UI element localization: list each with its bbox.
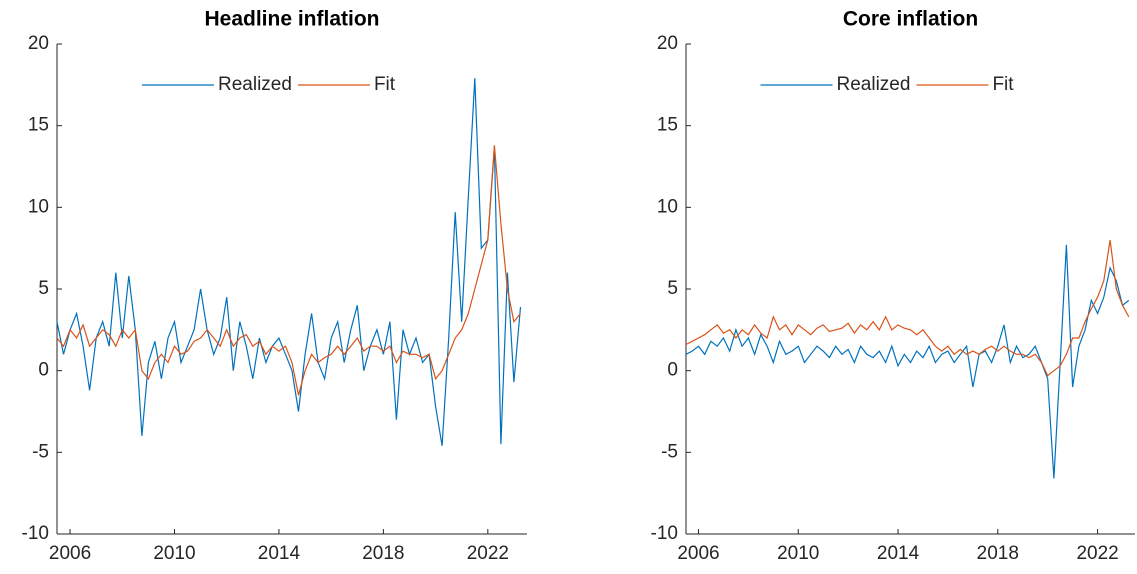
legend-label: Fit <box>374 74 396 95</box>
y-tick-label: 5 <box>38 278 49 299</box>
x-tick-label: 2014 <box>258 543 301 564</box>
y-tick-label: 15 <box>28 115 49 136</box>
y-tick-label: 0 <box>667 360 678 381</box>
series-line <box>685 244 1130 479</box>
y-tick-label: -10 <box>22 523 49 544</box>
x-tick-label: 2022 <box>467 543 509 564</box>
x-tick-label: 2014 <box>877 543 920 564</box>
x-tick-label: 2018 <box>362 543 404 564</box>
chart-title: Core inflation <box>843 8 978 31</box>
y-tick-label: 10 <box>28 196 49 217</box>
legend-label: Realized <box>837 74 911 95</box>
chart-title: Headline inflation <box>204 8 379 31</box>
series-line <box>685 239 1130 377</box>
y-tick-label: -5 <box>661 441 678 462</box>
y-tick-label: 20 <box>657 33 678 54</box>
y-tick-label: 15 <box>657 115 678 136</box>
x-tick-label: 2006 <box>49 543 91 564</box>
series-line <box>56 145 521 396</box>
y-tick-label: 10 <box>657 196 678 217</box>
y-tick-label: 0 <box>38 360 49 381</box>
x-tick-label: 2018 <box>977 543 1019 564</box>
legend-label: Realized <box>218 74 292 95</box>
series-line <box>56 78 522 446</box>
x-tick-label: 2010 <box>777 543 819 564</box>
x-tick-label: 2010 <box>153 543 195 564</box>
y-tick-label: 5 <box>667 278 678 299</box>
legend-label: Fit <box>992 74 1014 95</box>
y-tick-label: -10 <box>651 523 678 544</box>
y-tick-label: -5 <box>32 441 49 462</box>
y-tick-label: 20 <box>28 33 49 54</box>
x-tick-label: 2006 <box>677 543 719 564</box>
x-tick-label: 2022 <box>1076 543 1118 564</box>
